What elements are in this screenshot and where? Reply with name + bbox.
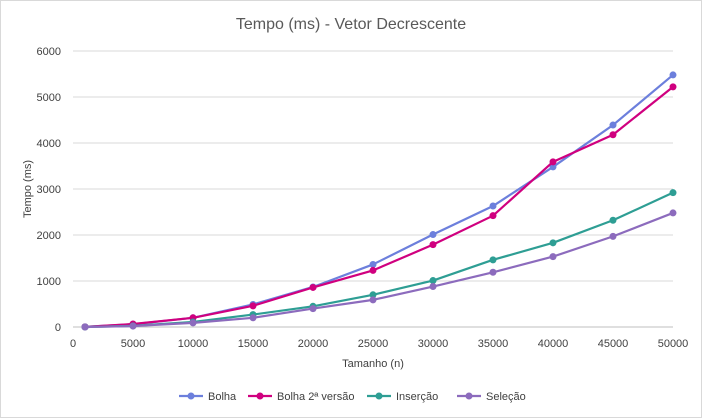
data-point: [369, 266, 377, 274]
y-tick-label: 3000: [37, 184, 61, 196]
data-point: [249, 314, 257, 322]
x-tick-label: 45000: [598, 338, 629, 350]
legend-label: Bolha: [208, 391, 237, 403]
y-axis-title: Tempo (ms): [22, 160, 34, 218]
series-line-2: [84, 191, 674, 329]
data-point: [609, 121, 617, 129]
legend-label: Inserção: [396, 391, 438, 403]
data-point: [129, 322, 137, 330]
legend-marker-3: [465, 392, 473, 400]
data-point: [429, 283, 437, 291]
legend-label: Seleção: [486, 391, 526, 403]
data-point: [81, 323, 89, 331]
data-point: [309, 305, 317, 313]
data-point: [369, 260, 377, 268]
data-point: [369, 291, 377, 299]
y-tick-label: 6000: [37, 46, 61, 58]
y-tick-label: 5000: [37, 92, 61, 104]
y-tick-label: 0: [55, 322, 61, 334]
data-point: [669, 71, 677, 79]
data-point: [549, 239, 557, 247]
x-tick-label: 50000: [658, 338, 689, 350]
data-point: [429, 277, 437, 285]
data-point: [429, 231, 437, 239]
y-tick-label: 1000: [37, 276, 61, 288]
data-point: [669, 189, 677, 197]
series-line-1: [84, 86, 674, 329]
data-point: [669, 83, 677, 91]
x-tick-label: 0: [70, 338, 76, 350]
data-point: [669, 209, 677, 217]
y-tick-label: 2000: [37, 230, 61, 242]
chart-title: Tempo (ms) - Vetor Decrescente: [236, 16, 466, 33]
series-line-0: [84, 74, 674, 329]
x-tick-label: 30000: [418, 338, 449, 350]
data-point: [489, 256, 497, 264]
data-point: [549, 163, 557, 171]
x-axis-title: Tamanho (n): [342, 358, 404, 370]
data-point: [369, 296, 377, 304]
data-point: [549, 158, 557, 166]
data-point: [609, 131, 617, 139]
legend-marker-0: [187, 392, 195, 400]
x-tick-label: 20000: [298, 338, 329, 350]
x-tick-label: 25000: [358, 338, 389, 350]
x-tick-label: 40000: [538, 338, 569, 350]
data-point: [609, 216, 617, 224]
x-tick-label: 35000: [478, 338, 509, 350]
data-point: [189, 319, 197, 327]
x-tick-label: 15000: [238, 338, 269, 350]
x-tick-label: 5000: [121, 338, 145, 350]
x-tick-label: 10000: [178, 338, 209, 350]
data-point: [309, 283, 317, 291]
data-point: [249, 302, 257, 310]
data-point: [489, 212, 497, 220]
legend-marker-1: [256, 392, 264, 400]
data-point: [549, 253, 557, 261]
data-point: [489, 202, 497, 210]
y-tick-label: 4000: [37, 138, 61, 150]
data-point: [609, 232, 617, 240]
data-point: [489, 268, 497, 276]
legend-label: Bolha 2ª versão: [277, 391, 354, 403]
legend-marker-2: [375, 392, 383, 400]
data-point: [429, 241, 437, 249]
